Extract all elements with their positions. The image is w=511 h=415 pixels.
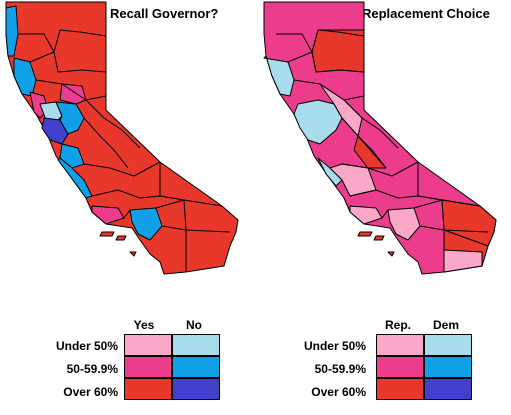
swatch-yes-under-50 (124, 334, 172, 356)
california-maps (5, 1, 497, 275)
replacement-imperial (443, 249, 483, 273)
replacement-map (263, 1, 497, 275)
recall-map-title: Recall Governor? (110, 6, 219, 21)
replacement-sb (349, 205, 383, 225)
replacement-islands (357, 231, 395, 257)
recall-santa-barbara (91, 205, 125, 225)
swatch-yes-50-59 (124, 356, 172, 378)
recall-alameda (59, 143, 85, 169)
legend-col-yes: Yes (133, 318, 155, 332)
swatch-no-50-59 (172, 356, 220, 378)
swatch-rep-50-59 (376, 356, 424, 378)
replacement-north-coast (263, 55, 295, 97)
legend2-row-over-60: Over 60% (311, 385, 366, 399)
legend-col-rep: Rep. (384, 318, 411, 332)
replacement-county-lines (276, 29, 489, 272)
replacement-east-red (311, 29, 365, 73)
recall-map (5, 1, 239, 275)
swatch-rep-over-60 (376, 378, 424, 400)
swatch-dem-over-60 (424, 378, 472, 400)
swatch-dem-50-59 (424, 356, 472, 378)
swatch-no-under-50 (172, 334, 220, 356)
recall-county-lines (18, 29, 231, 272)
legend2-row-under-50: Under 50% (303, 339, 366, 353)
legend-col-dem: Dem (432, 318, 459, 332)
recall-central-coast (57, 157, 93, 199)
swatch-yes-over-60 (124, 378, 172, 400)
legend-row-50-59: 50-59.9% (66, 362, 118, 376)
replacement-map-title: Replacement Choice (362, 6, 490, 21)
replacement-bay (293, 99, 343, 145)
recall-state-shape (5, 1, 239, 275)
swatch-no-over-60 (172, 378, 220, 400)
replacement-central-coast (317, 157, 343, 187)
recall-islands (99, 231, 137, 257)
legend-row-over-60: Over 60% (63, 385, 118, 399)
legend2-row-50-59: 50-59.9% (314, 362, 366, 376)
recall-sacramento-pink (59, 83, 87, 105)
legend-col-no: No (186, 318, 202, 332)
swatch-dem-under-50 (424, 334, 472, 356)
legend-row-under-50: Under 50% (55, 339, 118, 353)
recall-north-coast (5, 5, 19, 57)
swatch-rep-under-50 (376, 334, 424, 356)
recall-bay-dem (55, 101, 85, 135)
